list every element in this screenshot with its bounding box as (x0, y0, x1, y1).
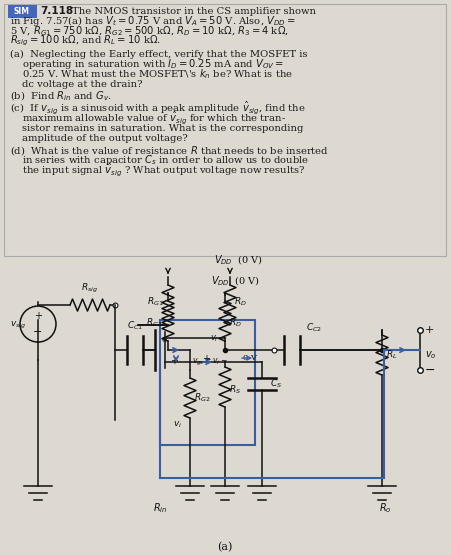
Text: $v_{gs}=v_i$ −: $v_{gs}=v_i$ − (192, 357, 229, 368)
FancyBboxPatch shape (4, 4, 446, 256)
FancyBboxPatch shape (8, 4, 37, 18)
Text: $R_{sig} = 100$ k$\Omega$, and $R_L = 10$ k$\Omega$.: $R_{sig} = 100$ k$\Omega$, and $R_L = 10… (10, 34, 161, 48)
Text: $v_i$: $v_i$ (211, 334, 219, 344)
Text: +: + (34, 311, 42, 321)
Text: −: − (425, 364, 436, 376)
Text: $V_{DD}$  (0 V): $V_{DD}$ (0 V) (213, 254, 262, 267)
Text: $R_D$: $R_D$ (234, 296, 247, 309)
Text: the input signal $\hat{v}_{sig}$ ? What output voltage now results?: the input signal $\hat{v}_{sig}$ ? What … (22, 162, 305, 178)
Text: dc voltage at the drain?: dc voltage at the drain? (22, 79, 143, 89)
Text: $R_{G1}$: $R_{G1}$ (147, 317, 163, 329)
Text: (a)  Neglecting the Early effect, verify that the MOSFET is: (a) Neglecting the Early effect, verify … (10, 49, 308, 59)
Text: maximum allowable value of $\hat{v}_{sig}$ for which the tran-: maximum allowable value of $\hat{v}_{sig… (22, 110, 286, 127)
Text: $v_o$: $v_o$ (425, 349, 437, 361)
Text: +: + (170, 356, 178, 366)
Text: $C_S$: $C_S$ (270, 378, 282, 390)
Text: $R_{G1}$: $R_{G1}$ (147, 296, 164, 309)
Text: $R_S$: $R_S$ (229, 384, 241, 396)
Text: (a): (a) (217, 542, 233, 552)
Text: $C_{C2}$: $C_{C2}$ (306, 321, 322, 334)
Text: 0 V: 0 V (243, 354, 257, 362)
Text: 7.118: 7.118 (40, 6, 73, 16)
Text: −: − (33, 327, 43, 337)
Text: $V_{DD}$  (0 V): $V_{DD}$ (0 V) (211, 275, 259, 288)
Text: 5 V, $R_{G1} = 750$ k$\Omega$, $R_{G2} = 500$ k$\Omega$, $R_D = 10$ k$\Omega$, $: 5 V, $R_{G1} = 750$ k$\Omega$, $R_{G2} =… (10, 24, 289, 38)
Text: $v_{sig}$: $v_{sig}$ (10, 320, 26, 331)
Text: SIM: SIM (14, 7, 30, 16)
Text: (d)  What is the value of resistance $R$ that needs to be inserted: (d) What is the value of resistance $R$ … (10, 144, 329, 157)
Text: in series with capacitor $C_s$ in order to allow us to double: in series with capacitor $C_s$ in order … (22, 153, 309, 167)
Text: $v_i$: $v_i$ (174, 420, 183, 430)
Text: $C_{C1}$: $C_{C1}$ (127, 320, 143, 332)
Text: (b)  Find $R_{in}$ and $G_v$.: (b) Find $R_{in}$ and $G_v$. (10, 89, 112, 103)
Text: +: + (202, 354, 210, 364)
Text: The NMOS transistor in the CS amplifier shown: The NMOS transistor in the CS amplifier … (72, 7, 316, 16)
Text: 0: 0 (162, 336, 167, 344)
Text: (c)  If $v_{sig}$ is a sinusoid with a peak amplitude $\hat{v}_{sig}$, find the: (c) If $v_{sig}$ is a sinusoid with a pe… (10, 100, 306, 117)
Text: $R_{G2}$: $R_{G2}$ (194, 392, 211, 404)
Text: $R_D$: $R_D$ (229, 317, 242, 329)
Text: +: + (425, 325, 434, 335)
Text: $R_o$: $R_o$ (379, 501, 391, 515)
Text: in Fig. 7.57(a) has $V_t = 0.75$ V and $V_A = 50$ V. Also, $V_{DD} =$: in Fig. 7.57(a) has $V_t = 0.75$ V and $… (10, 14, 295, 28)
Text: 0.25 V. What must the MOSFET\'s $k_n$ be? What is the: 0.25 V. What must the MOSFET\'s $k_n$ be… (22, 67, 293, 81)
Text: operating in saturation with $I_D = 0.25$ mA and $V_{OV} =$: operating in saturation with $I_D = 0.25… (22, 57, 284, 71)
Text: sistor remains in saturation. What is the corresponding: sistor remains in saturation. What is th… (22, 124, 304, 133)
Text: $R_L$: $R_L$ (386, 349, 397, 361)
Text: $R_{in}$: $R_{in}$ (153, 501, 167, 515)
Text: amplitude of the output voltage?: amplitude of the output voltage? (22, 134, 188, 143)
Text: $R_{sig}$: $R_{sig}$ (82, 282, 98, 295)
